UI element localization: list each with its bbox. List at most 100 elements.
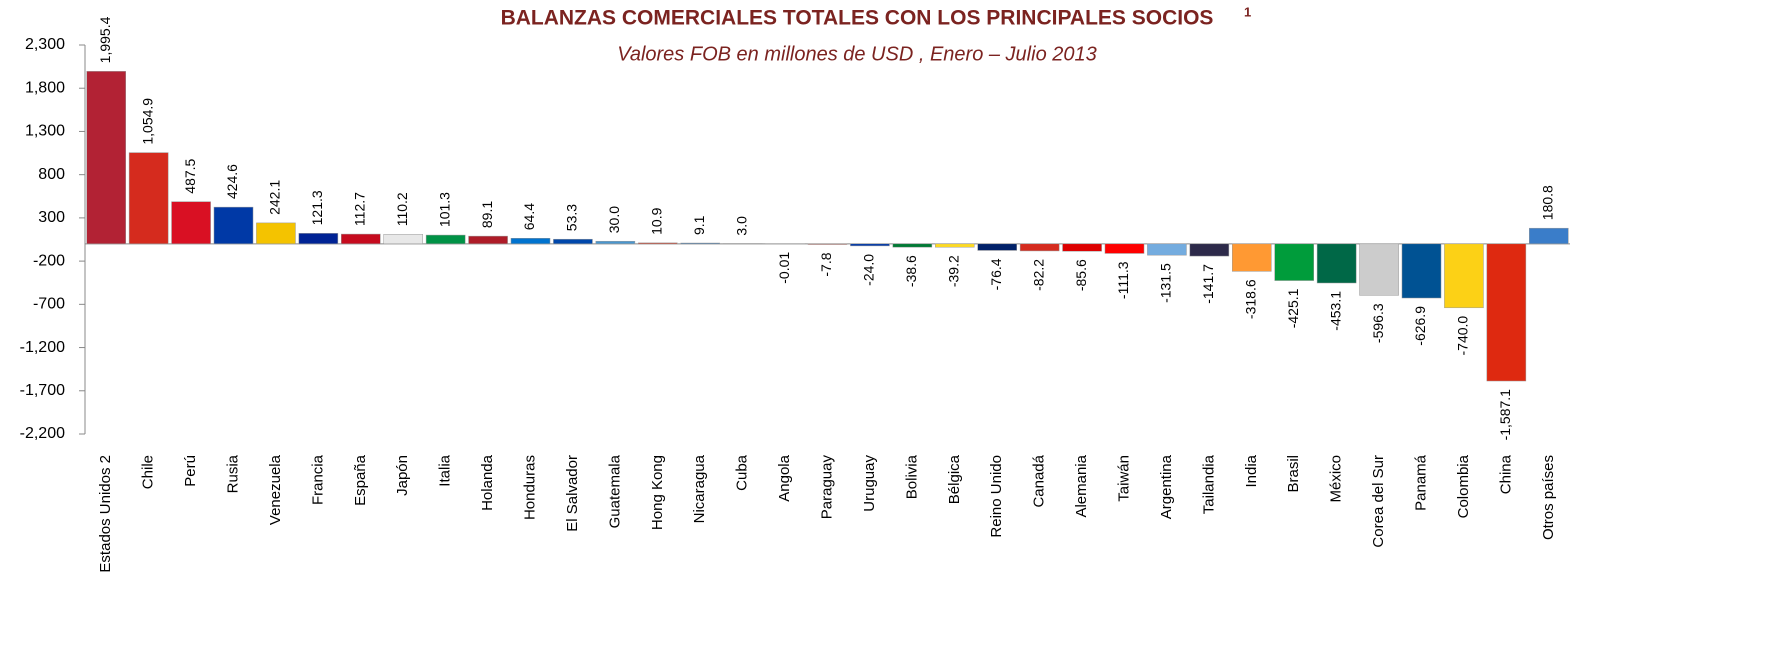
bar — [469, 236, 508, 244]
bar — [935, 244, 974, 247]
x-tick-label: Perú — [182, 455, 199, 487]
bar — [1444, 244, 1483, 308]
bar — [426, 235, 465, 244]
value-label: -1,587.1 — [1497, 389, 1513, 441]
bar — [808, 244, 847, 245]
value-label: 30.0 — [606, 206, 622, 233]
y-tick-label: -200 — [33, 252, 65, 269]
value-label: -7.8 — [818, 252, 834, 276]
value-label: 101.3 — [436, 192, 452, 227]
x-tick-label: Japón — [394, 455, 411, 496]
x-tick-label: Taiwán — [1115, 455, 1132, 502]
bar — [1275, 244, 1314, 281]
value-label: 1,054.9 — [139, 98, 155, 145]
value-label: -111.3 — [1115, 261, 1131, 299]
x-tick-label: Panamá — [1412, 454, 1429, 511]
x-tick-label: Chile — [140, 455, 157, 489]
value-label: -626.9 — [1412, 306, 1428, 346]
x-tick-label: Otros países — [1540, 455, 1557, 540]
bar — [1190, 244, 1229, 256]
value-label: -425.1 — [1285, 288, 1301, 328]
value-label: 121.3 — [309, 190, 325, 225]
value-label: 10.9 — [648, 207, 664, 234]
x-tick-label: El Salvador — [564, 455, 581, 532]
bar — [172, 202, 211, 244]
x-tick-label: Venezuela — [267, 454, 284, 525]
bar — [341, 234, 380, 244]
y-tick-label: 1,800 — [25, 79, 65, 96]
bar — [1020, 244, 1059, 251]
value-label: -131.5 — [1158, 263, 1174, 303]
x-tick-label: Uruguay — [861, 455, 878, 512]
x-tick-label: Holanda — [479, 454, 496, 511]
bar — [1063, 244, 1102, 251]
bar — [87, 71, 126, 243]
bar — [681, 243, 720, 244]
x-tick-label: Nicaragua — [691, 454, 708, 523]
x-tick-label: Cuba — [734, 454, 751, 491]
value-label: 1,995.4 — [97, 16, 113, 63]
value-label: 112.7 — [351, 192, 367, 226]
x-tick-label: Tailandia — [1200, 454, 1217, 514]
title-superscript: 1 — [1244, 4, 1251, 19]
bar — [1317, 244, 1356, 283]
value-label: -318.6 — [1242, 279, 1258, 319]
x-tick-label: Rusia — [224, 454, 241, 493]
bar — [256, 223, 295, 244]
x-tick-label: Reino Unido — [988, 455, 1005, 538]
value-label: 9.1 — [691, 215, 707, 235]
value-label: -85.6 — [1073, 259, 1089, 291]
x-tick-label: Colombia — [1455, 454, 1472, 518]
x-tick-label: Corea del Sur — [1370, 455, 1387, 548]
chart: BALANZAS COMERCIALES TOTALES CON LOS PRI… — [0, 0, 1771, 663]
bar — [1147, 244, 1186, 255]
bar — [893, 244, 932, 247]
bar — [978, 244, 1017, 251]
y-tick-label: 1,300 — [25, 123, 65, 140]
y-tick-label: -2,200 — [20, 425, 65, 442]
x-tick-label: Bélgica — [946, 454, 963, 504]
x-tick-label: Italia — [437, 454, 454, 486]
value-label: 53.3 — [564, 204, 580, 231]
x-tick-label: Alemania — [1073, 454, 1090, 517]
value-label: -740.0 — [1455, 316, 1471, 356]
y-tick-label: -1,200 — [20, 339, 65, 356]
bar — [638, 243, 677, 244]
bar — [299, 233, 338, 243]
x-tick-label: Francia — [309, 454, 326, 505]
x-tick-label: Argentina — [1158, 454, 1175, 519]
x-tick-label: Brasil — [1285, 455, 1302, 493]
x-tick-label: España — [352, 454, 369, 506]
bar — [1487, 244, 1526, 381]
x-tick-label: Canadá — [1031, 454, 1048, 507]
value-label: -24.0 — [861, 254, 877, 286]
value-label: -453.1 — [1327, 291, 1343, 331]
value-label: -38.6 — [903, 255, 919, 287]
value-label: -141.7 — [1200, 264, 1216, 304]
x-tick-label: Bolivia — [903, 454, 920, 499]
bar — [1360, 244, 1399, 296]
x-tick-label: Hong Kong — [649, 455, 666, 530]
y-tick-label: 2,300 — [25, 36, 65, 53]
y-tick-label: -1,700 — [20, 382, 65, 399]
bar — [850, 244, 889, 246]
bar — [1402, 244, 1441, 298]
y-tick-label: -700 — [33, 296, 65, 313]
x-tick-label: Honduras — [521, 455, 538, 520]
chart-title: BALANZAS COMERCIALES TOTALES CON LOS PRI… — [501, 7, 1214, 30]
bar — [511, 238, 550, 244]
value-label: -39.2 — [945, 255, 961, 287]
x-tick-label: Estados Unidos 2 — [97, 455, 114, 573]
x-tick-label: México — [1328, 455, 1345, 503]
x-tick-label: Paraguay — [818, 455, 835, 520]
value-label: -82.2 — [1030, 259, 1046, 291]
chart-subtitle: Valores FOB en millones de USD , Enero –… — [617, 43, 1097, 65]
bar — [1105, 244, 1144, 254]
y-tick-label: 800 — [38, 166, 65, 183]
value-label: 180.8 — [1539, 185, 1555, 220]
value-label: -596.3 — [1370, 303, 1386, 343]
value-label: -0.01 — [776, 252, 792, 284]
bar — [553, 239, 592, 244]
x-tick-label: Angola — [776, 454, 793, 501]
bar — [596, 241, 635, 244]
